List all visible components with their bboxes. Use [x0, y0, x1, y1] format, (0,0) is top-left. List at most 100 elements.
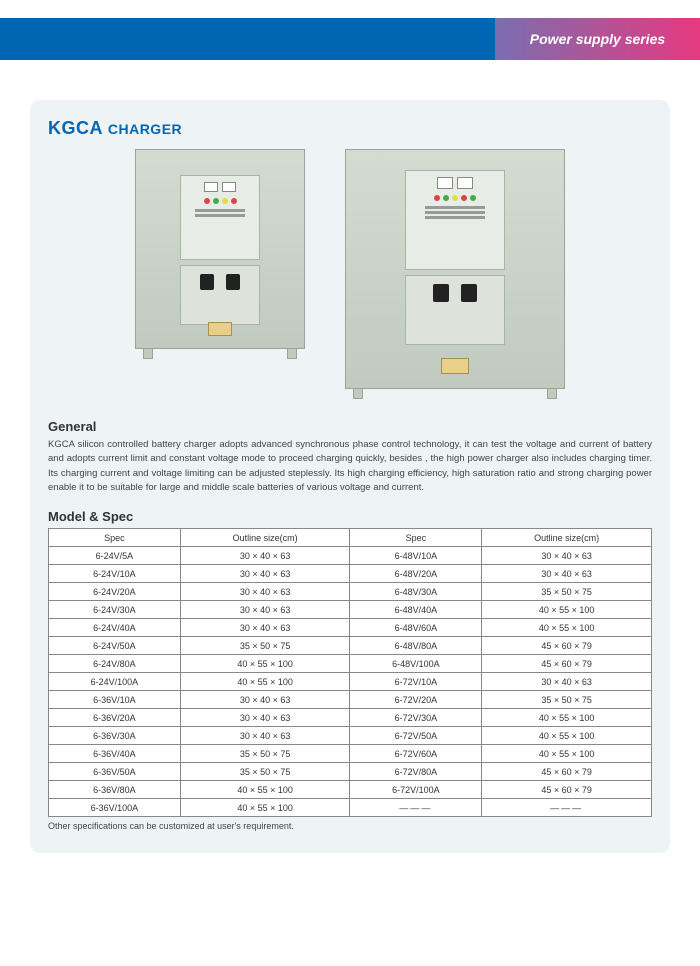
table-cell: 40 × 55 × 100 [180, 655, 350, 673]
col-header: Spec [49, 529, 181, 547]
table-cell: 6-48V/10A [350, 547, 482, 565]
label-line [425, 216, 485, 219]
table-cell: 6-24V/30A [49, 601, 181, 619]
spec-table: SpecOutline size(cm)SpecOutline size(cm)… [48, 528, 652, 817]
table-cell: 40 × 55 × 100 [482, 727, 652, 745]
meter-icon [204, 182, 218, 192]
header-title: Power supply series [530, 31, 665, 47]
table-cell: 6-72V/20A [350, 691, 482, 709]
table-cell: 35 × 50 × 75 [180, 637, 350, 655]
table-cell: 35 × 50 × 75 [180, 745, 350, 763]
control-panel [405, 170, 505, 270]
cabinet-large [345, 149, 565, 399]
table-cell: 30 × 40 × 63 [180, 619, 350, 637]
title-sub: CHARGER [108, 121, 182, 137]
table-cell: 30 × 40 × 63 [180, 727, 350, 745]
lower-panel [180, 265, 260, 325]
col-header: Outline size(cm) [180, 529, 350, 547]
table-cell: 6-72V/100A [350, 781, 482, 799]
table-cell: 6-36V/20A [49, 709, 181, 727]
table-cell: 40 × 55 × 100 [482, 709, 652, 727]
lower-panel [405, 275, 505, 345]
table-cell: 30 × 40 × 63 [180, 547, 350, 565]
table-cell: 35 × 50 × 75 [482, 583, 652, 601]
table-cell: 30 × 40 × 63 [482, 547, 652, 565]
table-cell: 30 × 40 × 63 [180, 601, 350, 619]
leg-icon [143, 349, 153, 359]
buttons-row [181, 198, 259, 204]
header-banner: Power supply series [0, 18, 700, 60]
table-row: 6-24V/20A30 × 40 × 636-48V/30A35 × 50 × … [49, 583, 652, 601]
table-cell: 40 × 55 × 100 [482, 619, 652, 637]
buttons-row [406, 195, 504, 201]
table-row: 6-24V/80A40 × 55 × 1006-48V/100A45 × 60 … [49, 655, 652, 673]
table-cell: 6-24V/50A [49, 637, 181, 655]
cabinet-body [345, 149, 565, 389]
label-line [195, 209, 245, 212]
table-cell: 40 × 55 × 100 [180, 799, 350, 817]
table-row: 6-36V/50A35 × 50 × 756-72V/80A45 × 60 × … [49, 763, 652, 781]
table-row: 6-36V/30A30 × 40 × 636-72V/50A40 × 55 × … [49, 727, 652, 745]
table-row: 6-36V/40A35 × 50 × 756-72V/60A40 × 55 × … [49, 745, 652, 763]
leg-icon [547, 389, 557, 399]
label-area [181, 209, 259, 217]
product-images [48, 149, 652, 399]
table-cell: 6-48V/100A [350, 655, 482, 673]
led-icon [461, 195, 467, 201]
table-row: 6-24V/50A35 × 50 × 756-48V/80A45 × 60 × … [49, 637, 652, 655]
table-cell: 6-48V/60A [350, 619, 482, 637]
table-cell: 6-48V/40A [350, 601, 482, 619]
table-cell: 6-48V/80A [350, 637, 482, 655]
knob-icon [200, 274, 214, 290]
table-cell: 40 × 55 × 100 [180, 781, 350, 799]
modelspec-heading: Model & Spec [48, 509, 652, 524]
table-row: 6-36V/10A30 × 40 × 636-72V/20A35 × 50 × … [49, 691, 652, 709]
label-area [406, 206, 504, 219]
foot-switch-icon [208, 322, 232, 336]
led-icon [443, 195, 449, 201]
table-row: 6-24V/100A40 × 55 × 1006-72V/10A30 × 40 … [49, 673, 652, 691]
table-row: 6-36V/80A40 × 55 × 1006-72V/100A45 × 60 … [49, 781, 652, 799]
foot-switch-icon [441, 358, 469, 374]
table-cell: 45 × 60 × 79 [482, 637, 652, 655]
table-cell: 45 × 60 × 79 [482, 781, 652, 799]
meter-icon [457, 177, 473, 189]
led-icon [434, 195, 440, 201]
table-row: 6-24V/40A30 × 40 × 636-48V/60A40 × 55 × … [49, 619, 652, 637]
knob-icon [226, 274, 240, 290]
meters-row [181, 176, 259, 192]
meter-icon [222, 182, 236, 192]
table-cell: 6-48V/20A [350, 565, 482, 583]
header-blue-bar [0, 18, 495, 60]
col-header: Spec [350, 529, 482, 547]
legs [345, 389, 565, 399]
content-panel: KGCA CHARGER General KGCA silicon contro… [30, 100, 670, 853]
label-line [425, 211, 485, 214]
table-cell: 6-24V/100A [49, 673, 181, 691]
leg-icon [287, 349, 297, 359]
table-cell: 30 × 40 × 63 [482, 673, 652, 691]
col-header: Outline size(cm) [482, 529, 652, 547]
table-cell: 6-72V/80A [350, 763, 482, 781]
table-cell: 6-24V/40A [49, 619, 181, 637]
table-cell: 6-48V/30A [350, 583, 482, 601]
table-row: 6-24V/5A30 × 40 × 636-48V/10A30 × 40 × 6… [49, 547, 652, 565]
table-cell: 6-72V/30A [350, 709, 482, 727]
legs [135, 349, 305, 359]
table-cell: 6-36V/10A [49, 691, 181, 709]
table-cell: 6-36V/100A [49, 799, 181, 817]
table-row: 6-36V/100A40 × 55 × 100—————— [49, 799, 652, 817]
general-body: KGCA silicon controlled battery charger … [48, 438, 652, 495]
table-row: 6-24V/30A30 × 40 × 636-48V/40A40 × 55 × … [49, 601, 652, 619]
control-panel [180, 175, 260, 260]
table-cell: 6-24V/20A [49, 583, 181, 601]
table-cell: 6-72V/60A [350, 745, 482, 763]
table-cell: 40 × 55 × 100 [482, 745, 652, 763]
table-cell: 6-24V/10A [49, 565, 181, 583]
knobs-row [406, 276, 504, 302]
table-cell: 6-36V/80A [49, 781, 181, 799]
table-cell: 6-36V/50A [49, 763, 181, 781]
leg-icon [353, 389, 363, 399]
table-cell: 45 × 60 × 79 [482, 763, 652, 781]
led-icon [213, 198, 219, 204]
